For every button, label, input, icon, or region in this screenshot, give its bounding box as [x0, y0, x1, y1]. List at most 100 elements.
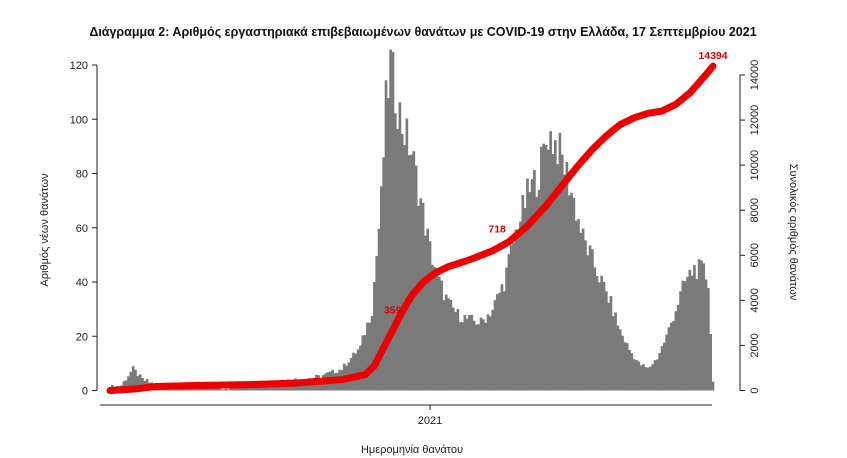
daily-bar	[435, 268, 439, 391]
daily-bar	[616, 325, 620, 391]
daily-bar	[711, 381, 715, 391]
daily-bar	[674, 311, 678, 391]
daily-bar	[400, 133, 404, 391]
daily-bar	[134, 369, 137, 391]
daily-bar	[243, 386, 246, 391]
daily-bar	[581, 228, 585, 391]
daily-bar	[614, 312, 617, 391]
daily-bar	[136, 375, 140, 391]
daily-bar	[683, 281, 687, 391]
daily-bar	[656, 359, 659, 391]
daily-bar	[709, 333, 713, 391]
daily-bar	[482, 319, 485, 391]
daily-bar	[359, 345, 362, 391]
daily-bar	[444, 294, 448, 391]
daily-bar	[187, 388, 191, 391]
daily-bar	[549, 131, 552, 391]
daily-bar	[477, 324, 481, 391]
bottom-axis: 2021	[100, 404, 712, 427]
daily-bar	[417, 205, 420, 391]
daily-bar	[560, 154, 564, 391]
daily-bar	[686, 276, 689, 391]
daily-bar	[526, 178, 529, 391]
left-axis: 0 20 40 60 80 100 120	[70, 60, 98, 398]
daily-bar	[479, 317, 483, 391]
daily-bar	[173, 389, 177, 391]
daily-bar	[579, 232, 583, 391]
daily-bar	[540, 146, 543, 391]
daily-bar	[584, 240, 587, 391]
daily-bar	[451, 307, 455, 391]
left-tick-label: 80	[76, 169, 88, 181]
cumulative-series-line	[106, 62, 717, 394]
x-axis-label: Ημερομηνία θανάτου	[361, 444, 463, 456]
daily-bar	[382, 157, 385, 391]
daily-bar	[431, 264, 434, 391]
daily-bar	[277, 384, 281, 391]
daily-bar	[217, 386, 221, 391]
daily-bar	[393, 113, 397, 391]
daily-bar	[695, 279, 699, 391]
daily-bar	[542, 143, 546, 391]
daily-bar	[598, 282, 601, 391]
left-tick-label: 120	[70, 60, 88, 72]
daily-bar	[352, 352, 355, 391]
daily-bar	[604, 291, 608, 391]
daily-bar	[233, 387, 237, 391]
daily-bar	[484, 322, 488, 391]
daily-bar	[171, 389, 174, 391]
daily-bar	[495, 294, 499, 391]
daily-deaths-bars	[110, 49, 715, 391]
daily-bar	[472, 320, 476, 391]
daily-bar	[447, 298, 450, 391]
daily-bar	[574, 220, 578, 391]
daily-bar	[697, 259, 701, 391]
daily-bar	[679, 291, 682, 391]
daily-bar	[226, 389, 230, 391]
daily-bar	[676, 304, 680, 391]
daily-bar	[681, 280, 685, 391]
daily-bar	[512, 243, 515, 391]
daily-bar	[707, 288, 710, 391]
daily-bar	[240, 387, 244, 391]
daily-bar	[637, 361, 641, 391]
daily-bar	[389, 49, 392, 391]
daily-bar	[254, 386, 258, 391]
cumulative-line	[106, 62, 717, 394]
daily-bar	[586, 255, 590, 391]
daily-bar	[468, 314, 471, 391]
daily-bar	[127, 376, 130, 391]
daily-bar	[537, 189, 541, 391]
daily-bar	[366, 322, 369, 391]
daily-bar	[491, 309, 494, 391]
daily-bar	[442, 300, 446, 391]
right-tick-label: 4000	[749, 288, 761, 312]
daily-bar	[533, 169, 536, 391]
milestone-label: 14394	[698, 50, 727, 62]
daily-bar	[702, 263, 706, 391]
daily-bar	[535, 196, 539, 391]
daily-bar	[224, 388, 228, 391]
daily-bar	[669, 322, 673, 391]
daily-bar	[651, 364, 655, 391]
daily-bar	[642, 364, 645, 391]
daily-bar	[607, 302, 610, 391]
daily-bar	[653, 360, 657, 391]
daily-bar	[380, 186, 383, 391]
daily-bar	[470, 314, 474, 391]
daily-bar	[398, 102, 402, 391]
right-tick-label: 12000	[749, 105, 761, 136]
daily-bar	[519, 221, 522, 391]
daily-bar	[219, 389, 223, 391]
daily-bar	[693, 265, 696, 391]
y-axis-label: Αριθμός νέων θανάτων	[39, 173, 51, 287]
daily-bar	[208, 387, 212, 391]
left-tick-label: 100	[70, 114, 88, 126]
daily-bar	[361, 335, 365, 391]
daily-bar	[500, 284, 504, 391]
daily-bar	[688, 269, 692, 391]
daily-bar	[396, 128, 399, 391]
daily-bar	[639, 365, 643, 391]
daily-bar	[458, 322, 462, 391]
